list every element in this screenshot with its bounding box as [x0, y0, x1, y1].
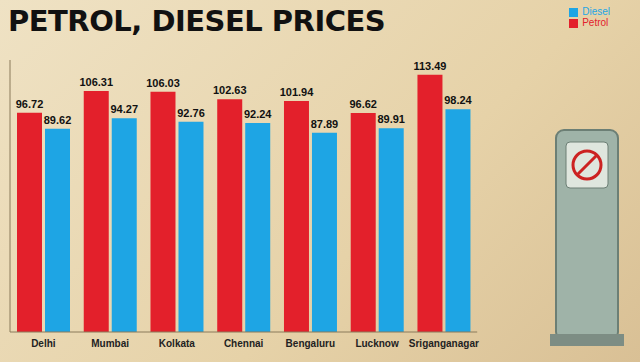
svg-text:96.72: 96.72	[16, 98, 44, 110]
html-text:Diesel: Diesel	[582, 6, 610, 17]
svg-text:Chennai: Chennai	[224, 338, 264, 349]
svg-text:87.89: 87.89	[311, 118, 339, 130]
svg-text:94.27: 94.27	[110, 103, 138, 115]
svg-text:Delhi: Delhi	[31, 338, 56, 349]
svg-text:Sriganganagar: Sriganganagar	[409, 338, 479, 349]
html-text:PETROL, DIESEL PRICES: PETROL, DIESEL PRICES	[8, 4, 386, 38]
svg-text:Kolkata: Kolkata	[159, 338, 196, 349]
svg-text:106.31: 106.31	[79, 76, 113, 88]
svg-text:89.91: 89.91	[377, 113, 405, 125]
svg-text:113.49: 113.49	[413, 60, 446, 72]
svg-text:Bengaluru: Bengaluru	[286, 338, 335, 349]
svg-text:89.62: 89.62	[44, 114, 72, 126]
svg-text:101.94: 101.94	[280, 86, 315, 98]
svg-text:Mumbai: Mumbai	[91, 338, 129, 349]
svg-text:92.24: 92.24	[244, 108, 272, 120]
html-text:Petrol: Petrol	[582, 17, 609, 28]
svg-text:98.24: 98.24	[444, 94, 472, 106]
svg-text:106.03: 106.03	[146, 77, 180, 89]
svg-text:92.76: 92.76	[177, 107, 205, 119]
svg-text:Lucknow: Lucknow	[355, 338, 399, 349]
svg-text:102.63: 102.63	[213, 84, 247, 96]
svg-text:96.62: 96.62	[349, 98, 377, 110]
